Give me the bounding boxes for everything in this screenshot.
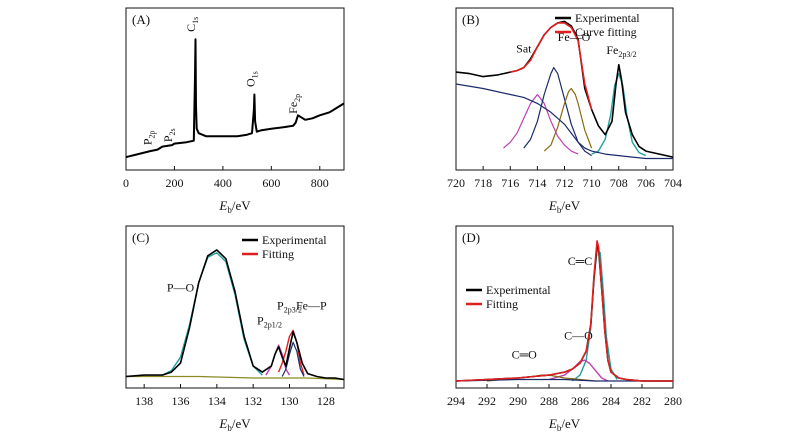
x-tick-label: 200 [165, 176, 183, 190]
plot-frame [125, 7, 345, 171]
legend-label: Experimental [575, 11, 640, 25]
legend-label: Experimental [486, 283, 551, 297]
x-tick-label: 280 [664, 394, 682, 408]
x-tick-label: 712 [556, 176, 574, 190]
x-tick-label: 800 [311, 176, 329, 190]
x-tick-label: 718 [474, 176, 492, 190]
series-fe-o-1- [523, 67, 592, 157]
series-c-o [548, 359, 609, 382]
plot-frame [455, 225, 674, 389]
panel-label: (B) [462, 12, 479, 27]
peak-annotation: P—O [167, 281, 195, 295]
x-tick-label: 138 [135, 394, 153, 408]
x-tick-label: 292 [478, 394, 496, 408]
x-tick-label: 134 [208, 394, 226, 408]
series-fe-o-2- [543, 87, 593, 152]
x-axis-label: Eb/eV [218, 416, 251, 433]
x-tick-label: 716 [501, 176, 519, 190]
x-tick-label: 0 [123, 176, 129, 190]
peak-annotation: Fe—O [558, 30, 591, 44]
peak-annotation: Fe—P [296, 298, 327, 312]
series-background [455, 83, 673, 160]
peak-annotation: Fe2p [286, 94, 302, 114]
x-tick-label: 128 [317, 394, 335, 408]
peak-annotation: C1s [184, 17, 200, 32]
peak-annotation: P2p3/2 [277, 298, 302, 314]
x-tick-label: 294 [447, 394, 465, 408]
peak-annotation: Fe2p3/2 [606, 43, 636, 59]
peak-annotation: C═O [512, 348, 538, 362]
series-p2p3-2 [277, 329, 305, 376]
x-tick-label: 704 [664, 176, 682, 190]
legend-label: Fitting [262, 247, 294, 261]
x-tick-label: 288 [540, 394, 558, 408]
x-tick-label: 600 [262, 176, 280, 190]
panel-label: (C) [132, 230, 149, 245]
x-axis-label: Eb/eV [218, 198, 251, 215]
panel-c: (C) 138 136 134 132 130 128 Eb/eV ExperimentalFi… [125, 225, 345, 433]
series-experimental [125, 249, 345, 381]
series-fitting [510, 22, 593, 110]
series-sat [503, 93, 579, 155]
panel-label: (D) [462, 230, 480, 245]
panel-label: (A) [132, 12, 150, 27]
x-tick-label: 284 [602, 394, 620, 408]
x-tick-label: 130 [281, 394, 299, 408]
peak-annotation: P2p1/2 [257, 313, 282, 329]
series-fe2p3-2 [591, 72, 647, 157]
peak-annotation: C—O [564, 328, 593, 342]
x-tick-label: 706 [637, 176, 655, 190]
series-baseline [126, 375, 345, 381]
x-axis-label: Eb/eV [548, 198, 581, 215]
x-tick-label: 282 [633, 394, 651, 408]
series-fitting [455, 240, 673, 382]
panel-a: (A) 0 200 400 600 800 Eb/eV P2p P2s C1s O1s Fe2p [123, 7, 345, 215]
peak-annotation: C═C [568, 254, 593, 268]
x-tick-label: 710 [583, 176, 601, 190]
legend-label: Curve fitting [575, 25, 637, 39]
x-tick-label: 708 [610, 176, 628, 190]
series-experimental [455, 243, 673, 382]
x-tick-label: 400 [214, 176, 232, 190]
x-tick-label: 714 [528, 176, 546, 190]
x-tick-label: 136 [172, 394, 190, 408]
peak-annotation: P2p [140, 130, 156, 145]
x-axis-label: Eb/eV [548, 416, 581, 433]
x-tick-label: 290 [509, 394, 527, 408]
series-fe-p [281, 341, 305, 377]
panel-b: (B) 720 718 716 714 712 710 708 706 704 Eb/eV Exper… [447, 7, 682, 215]
series-survey [125, 38, 345, 159]
series-p-o-fit [161, 252, 263, 376]
peak-annotation: Sat [516, 42, 532, 56]
plot-frame [125, 225, 345, 389]
x-tick-label: 132 [244, 394, 262, 408]
panel-d: (D) 294 292 290 288 286 284 282 280 Eb/eV Experime… [447, 225, 682, 433]
legend-label: Fitting [486, 297, 518, 311]
x-tick-label: 720 [447, 176, 465, 190]
peak-annotation: P2s [161, 128, 177, 142]
peak-annotation: O1s [243, 71, 259, 87]
legend-label: Experimental [262, 233, 327, 247]
x-tick-label: 286 [571, 394, 589, 408]
